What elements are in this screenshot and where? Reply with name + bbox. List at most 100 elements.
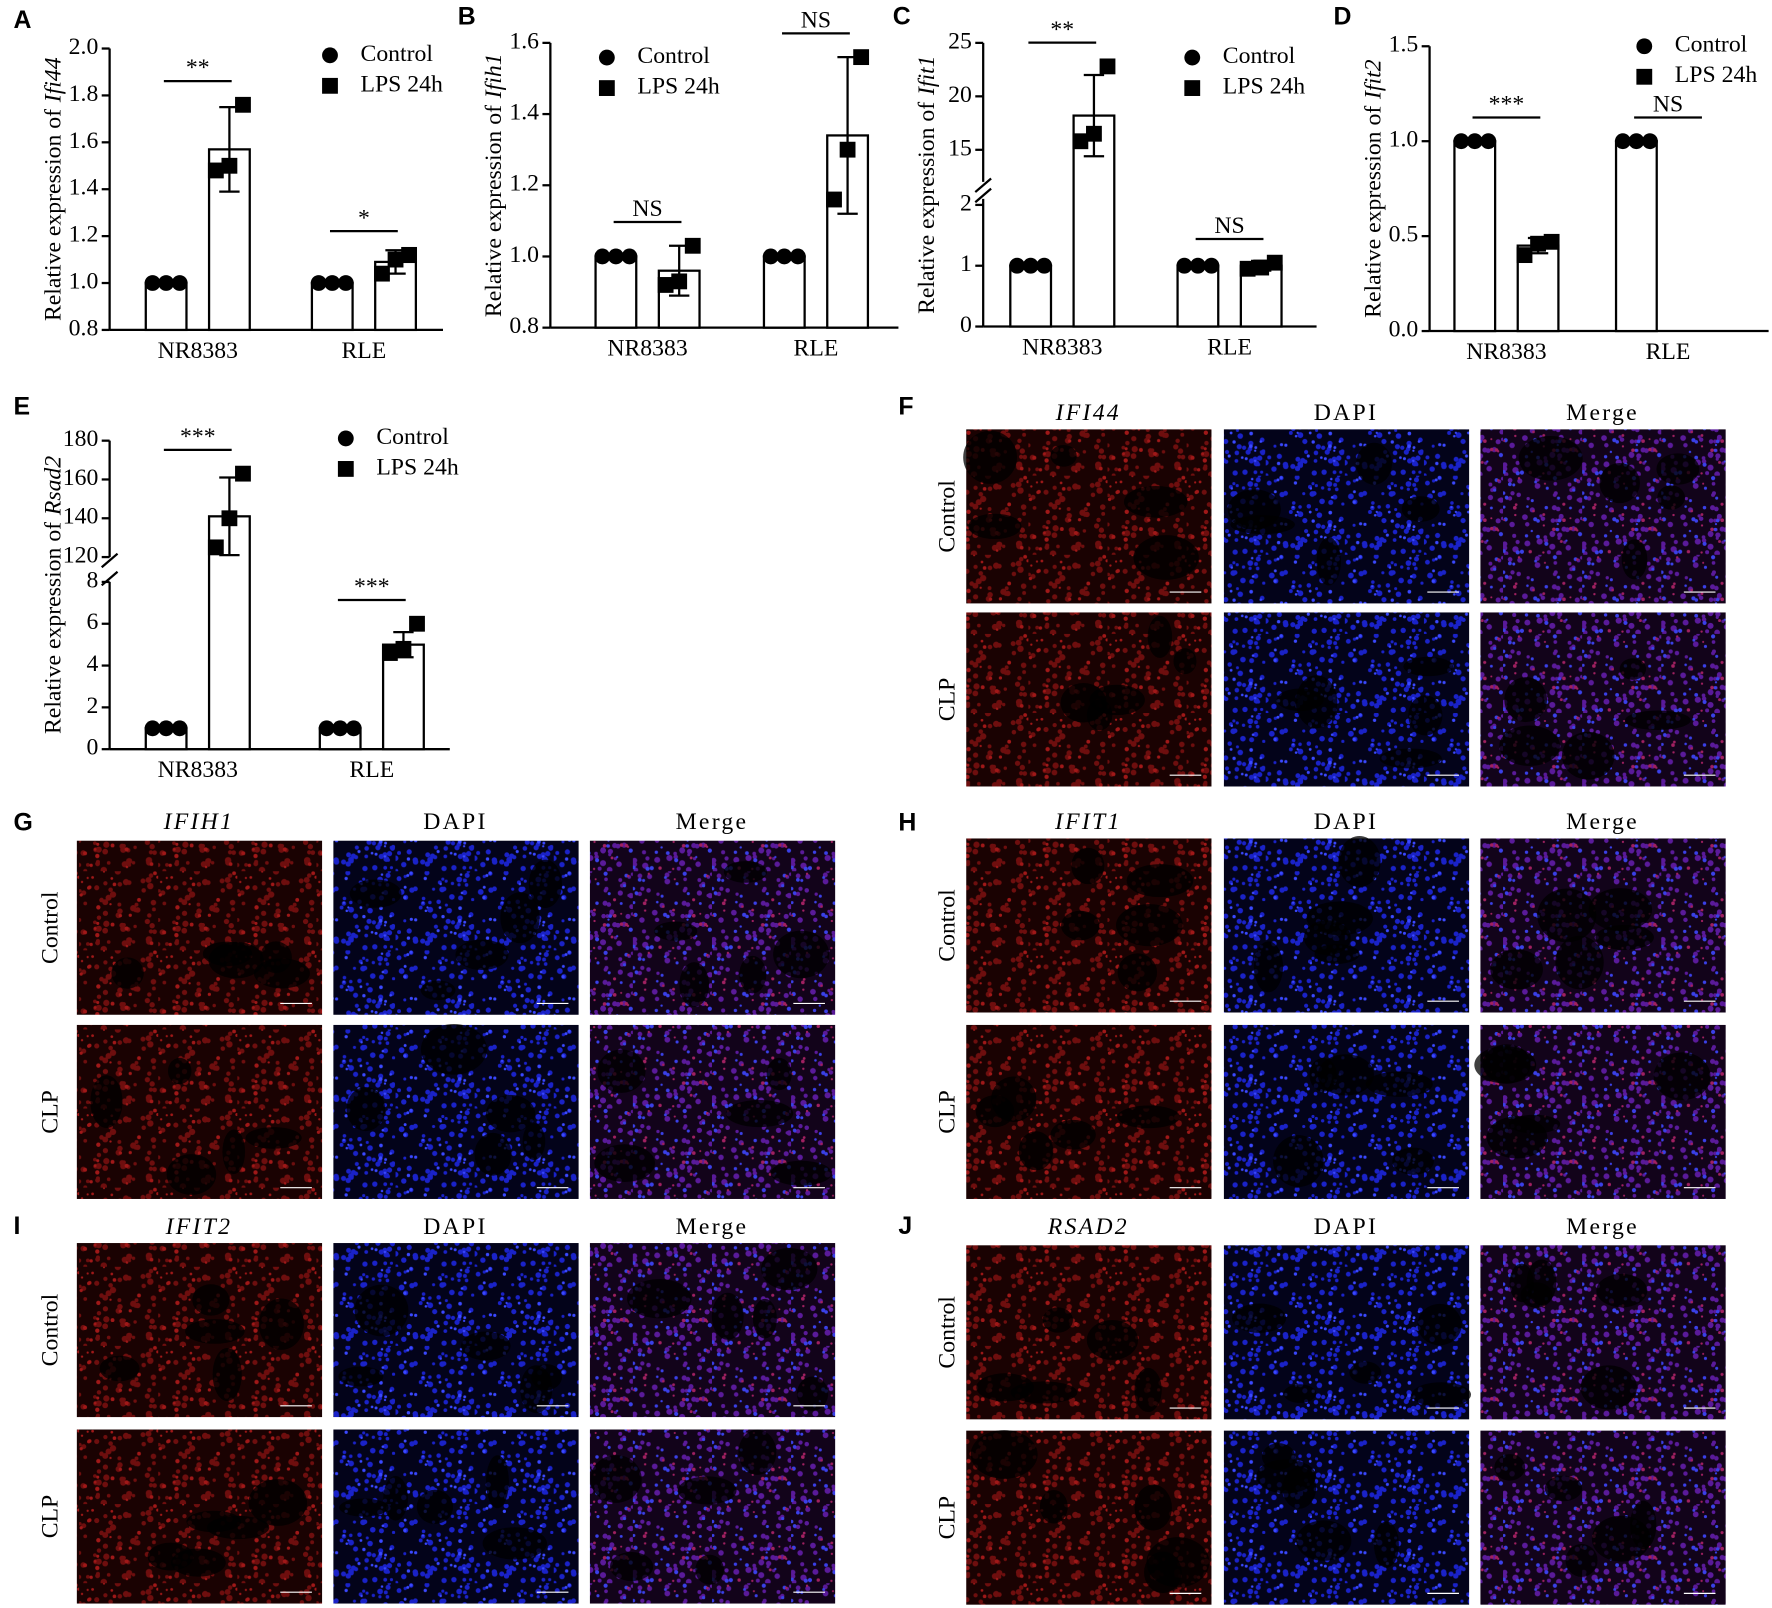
data-point bbox=[621, 248, 638, 265]
tissue-space bbox=[192, 1284, 230, 1316]
column-header: DAPI bbox=[423, 1214, 487, 1240]
data-point bbox=[1099, 58, 1116, 75]
y-axis-label: Relative expression of Ifit2 bbox=[1361, 59, 1387, 318]
legend-marker bbox=[1636, 68, 1653, 85]
bar bbox=[381, 643, 425, 751]
column-header: IFIT1 bbox=[1054, 809, 1122, 835]
y-tick-label: 1.8 bbox=[69, 81, 99, 107]
tissue-space bbox=[1544, 1475, 1583, 1502]
panel-letter: I bbox=[14, 1212, 21, 1240]
y-label-gene: Ifih1 bbox=[482, 53, 508, 99]
tissue-space bbox=[963, 430, 1018, 484]
tissue-space bbox=[147, 1542, 194, 1571]
tissue-space bbox=[1588, 888, 1653, 931]
tissue-space bbox=[1349, 1361, 1382, 1384]
bar bbox=[1176, 264, 1220, 328]
data-point bbox=[409, 615, 425, 632]
tissue-space bbox=[212, 1348, 242, 1401]
y-tick-label: 1.2 bbox=[69, 222, 99, 248]
tissue-space bbox=[1504, 677, 1548, 723]
tissue-space bbox=[258, 1298, 304, 1350]
bar bbox=[1453, 140, 1497, 333]
tissue-space bbox=[1133, 535, 1199, 580]
x-tick-label: RLE bbox=[794, 336, 839, 362]
y-tick-label: 180 bbox=[63, 426, 99, 452]
y-tick-label: 20 bbox=[948, 82, 972, 108]
data-point bbox=[1516, 247, 1533, 264]
data-point bbox=[1530, 235, 1546, 252]
tissue-space bbox=[1338, 836, 1381, 887]
tissue-space bbox=[1071, 847, 1105, 885]
tissue-space bbox=[594, 1144, 655, 1183]
data-point bbox=[381, 645, 398, 661]
data-point bbox=[826, 191, 842, 208]
tissue-space bbox=[1050, 1119, 1096, 1150]
y-tick-label: 1.5 bbox=[1389, 32, 1419, 58]
y-tick-label: 1.4 bbox=[509, 100, 539, 126]
legend-label: Control bbox=[361, 41, 434, 67]
tissue-space bbox=[416, 1489, 454, 1524]
row-label: CLP bbox=[37, 1090, 63, 1133]
data-point bbox=[337, 275, 354, 291]
row-label: CLP bbox=[935, 1090, 961, 1134]
y-tick-label: 2 bbox=[86, 693, 98, 719]
tissue-space bbox=[968, 513, 1022, 540]
tissue-space bbox=[202, 941, 253, 967]
row-label: Control bbox=[37, 1293, 63, 1366]
data-point bbox=[332, 720, 349, 737]
legend-label: LPS 24h bbox=[1223, 74, 1306, 100]
tissue-space bbox=[222, 1129, 246, 1175]
tissue-space bbox=[597, 1049, 646, 1093]
data-point bbox=[1480, 133, 1497, 150]
data-point bbox=[853, 49, 870, 66]
legend-label: LPS 24h bbox=[1675, 62, 1758, 88]
data-point bbox=[1176, 257, 1193, 274]
legend-label: LPS 24h bbox=[361, 71, 444, 97]
tissue-space bbox=[482, 1527, 548, 1560]
tissue-space bbox=[1657, 485, 1686, 510]
legend-marker bbox=[1184, 49, 1201, 66]
x-tick-label: NR8383 bbox=[1466, 339, 1546, 365]
significance-label: NS bbox=[632, 196, 662, 222]
significance-label: ** bbox=[186, 55, 210, 81]
axis-break bbox=[100, 552, 119, 569]
tissue-space bbox=[455, 939, 509, 970]
significance-label: NS bbox=[1214, 213, 1244, 239]
tissue-space bbox=[248, 1479, 308, 1526]
y-tick-label: 1.6 bbox=[69, 128, 99, 154]
tissue-space bbox=[1408, 695, 1443, 736]
data-point bbox=[1072, 133, 1089, 150]
y-label-text: Relative expression of bbox=[914, 102, 940, 314]
y-axis-label: Relative expression of Ifi44 bbox=[41, 57, 67, 321]
bar bbox=[1009, 264, 1053, 328]
panel-letter: G bbox=[14, 808, 33, 836]
tissue-space bbox=[1580, 1365, 1637, 1410]
tissue-space bbox=[1232, 1303, 1287, 1333]
y-axis-label: Relative expression of Ifit1 bbox=[914, 56, 940, 314]
tissue-space bbox=[654, 921, 698, 941]
y-tick-label: 6 bbox=[86, 609, 98, 635]
tissue-space bbox=[1314, 944, 1360, 964]
column-header: DAPI bbox=[423, 809, 487, 835]
tissue-space bbox=[1653, 1052, 1711, 1101]
tissue-space bbox=[1306, 901, 1373, 936]
panel-letter: F bbox=[898, 392, 913, 420]
micrograph bbox=[76, 840, 323, 1015]
data-point bbox=[1086, 125, 1102, 142]
data-point bbox=[1642, 133, 1658, 150]
significance-label: *** bbox=[1489, 92, 1525, 118]
y-label-text: Relative expression of bbox=[482, 105, 508, 317]
row-label: CLP bbox=[935, 678, 961, 722]
tissue-space bbox=[1276, 688, 1324, 712]
tissue-space bbox=[420, 980, 456, 1001]
tissue-space bbox=[976, 1373, 1035, 1402]
tissue-space bbox=[1373, 1521, 1399, 1568]
tissue-space bbox=[1619, 658, 1647, 680]
data-point bbox=[1543, 233, 1560, 250]
tissue-space bbox=[1296, 1520, 1352, 1561]
y-tick-label: 15 bbox=[948, 135, 972, 161]
tissue-space bbox=[1411, 1382, 1472, 1407]
tissue-space bbox=[1403, 656, 1454, 677]
